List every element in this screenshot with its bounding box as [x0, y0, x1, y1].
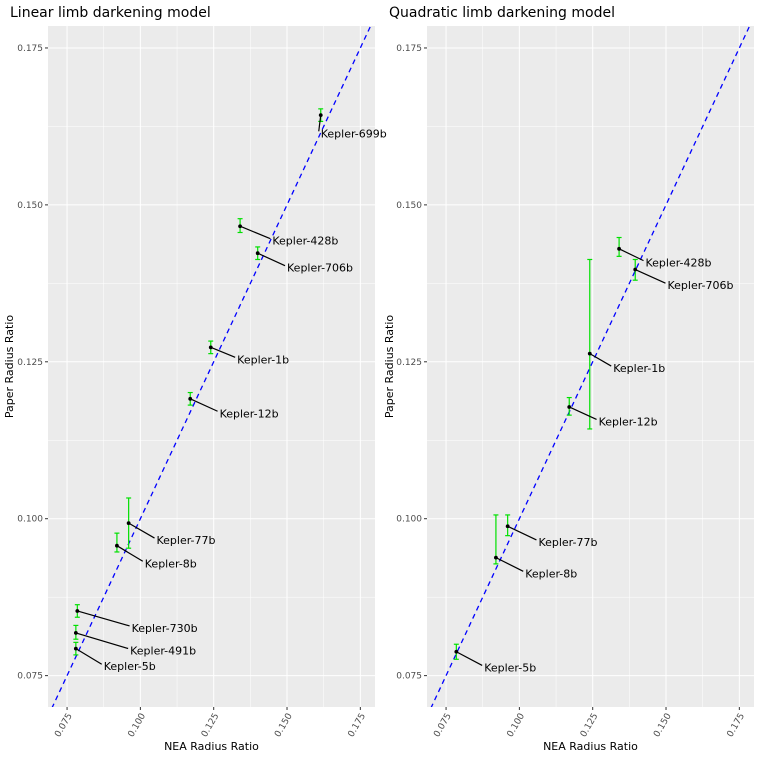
y-tick-label: 0.100: [17, 515, 43, 525]
label-leader-line: [618, 248, 644, 262]
point-label: Kepler-706b: [287, 262, 353, 275]
data-point: [617, 246, 621, 251]
label-leader-line: [75, 632, 129, 650]
data-point: [115, 543, 119, 548]
data-point: [73, 631, 78, 635]
data-point: [318, 113, 323, 118]
data-point: [75, 609, 80, 613]
label-leader-line: [318, 115, 322, 132]
point-label: Kepler-12b: [599, 415, 658, 428]
label-leader-line: [116, 545, 144, 562]
x-axis-title: NEA Radius Ratio: [543, 740, 638, 753]
y-axis-title: Paper Radius Ratio: [3, 315, 16, 419]
data-point: [208, 345, 213, 350]
y-tick-label: 0.075: [17, 672, 43, 682]
label-leader-line: [568, 406, 597, 420]
label-leader-line: [257, 252, 286, 267]
x-tick-label: 0.150: [652, 712, 674, 740]
identity-line: [51, 26, 372, 707]
point-label: Kepler-706b: [667, 279, 733, 292]
x-tick-label: 0.100: [127, 712, 149, 740]
label-leader-line: [239, 225, 271, 240]
data-point: [567, 405, 572, 409]
point-label: Kepler-12b: [220, 407, 279, 420]
x-tick-label: 0.150: [273, 712, 295, 740]
chart-panel-2: 0.075 0.100 0.125 0.150 0.175 0.075 0.100 0.125…: [383, 5, 754, 753]
y-tick-label: 0.150: [17, 201, 43, 211]
y-tick-label: 0.125: [17, 358, 43, 368]
chart-panel-1: 0.075 0.100 0.125 0.150 0.175 0.075 0.100 0.125…: [3, 5, 387, 753]
data-point: [255, 251, 260, 256]
identity-line: [430, 26, 751, 707]
y-tick-label: 0.075: [396, 672, 422, 682]
data-point: [238, 224, 242, 229]
x-axis-title: NEA Radius Ratio: [164, 740, 259, 753]
point-label: Kepler-1b: [613, 362, 665, 375]
y-tick-label: 0.150: [396, 201, 422, 211]
point-label: Kepler-5b: [484, 661, 536, 674]
point-label: Kepler-8b: [525, 567, 577, 580]
point-label: Kepler-77b: [538, 536, 597, 549]
label-leader-line: [507, 525, 537, 541]
data-point: [454, 649, 459, 654]
point-label: Kepler-5b: [104, 660, 156, 673]
point-label: Kepler-428b: [645, 257, 711, 270]
label-leader-line: [75, 648, 103, 665]
x-tick-label: 0.075: [53, 712, 75, 739]
x-tick-label: 0.125: [579, 712, 601, 739]
chart-title: Quadratic limb darkening model: [389, 5, 615, 21]
y-tick-label: 0.125: [396, 358, 422, 368]
label-leader-line: [128, 522, 155, 539]
panel-background: [48, 26, 375, 707]
data-point: [633, 267, 638, 272]
y-axis-title: Paper Radius Ratio: [383, 315, 396, 419]
x-tick-label: 0.100: [506, 712, 528, 740]
label-leader-line: [210, 346, 236, 358]
point-label: Kepler-1b: [237, 353, 289, 366]
y-tick-label: 0.175: [396, 44, 422, 54]
x-tick-label: 0.175: [347, 712, 369, 739]
plot-area: [430, 26, 751, 707]
label-leader-line: [634, 268, 666, 284]
point-label: Kepler-491b: [130, 645, 196, 658]
point-label: Kepler-77b: [157, 534, 216, 547]
plot-area: [51, 26, 372, 707]
data-point: [505, 524, 510, 529]
panel-background: [427, 26, 754, 707]
label-leader-line: [456, 651, 483, 666]
point-label: Kepler-730b: [132, 622, 198, 635]
point-label: Kepler-8b: [145, 557, 197, 570]
label-leader-line: [189, 398, 218, 412]
x-tick-label: 0.125: [200, 712, 222, 739]
x-tick-label: 0.175: [726, 712, 748, 739]
label-leader-line: [589, 353, 612, 367]
point-label: Kepler-428b: [272, 235, 338, 248]
data-point: [126, 521, 131, 525]
point-label: Kepler-699b: [321, 127, 387, 140]
label-leader-line: [495, 557, 524, 572]
y-tick-label: 0.100: [396, 515, 422, 525]
data-point: [587, 351, 592, 356]
x-tick-label: 0.075: [432, 712, 454, 739]
data-point: [73, 646, 78, 651]
data-point: [494, 555, 498, 560]
y-tick-label: 0.175: [17, 44, 43, 54]
label-leader-line: [77, 610, 130, 627]
chart-title: Linear limb darkening model: [10, 5, 211, 21]
data-point: [188, 396, 193, 401]
